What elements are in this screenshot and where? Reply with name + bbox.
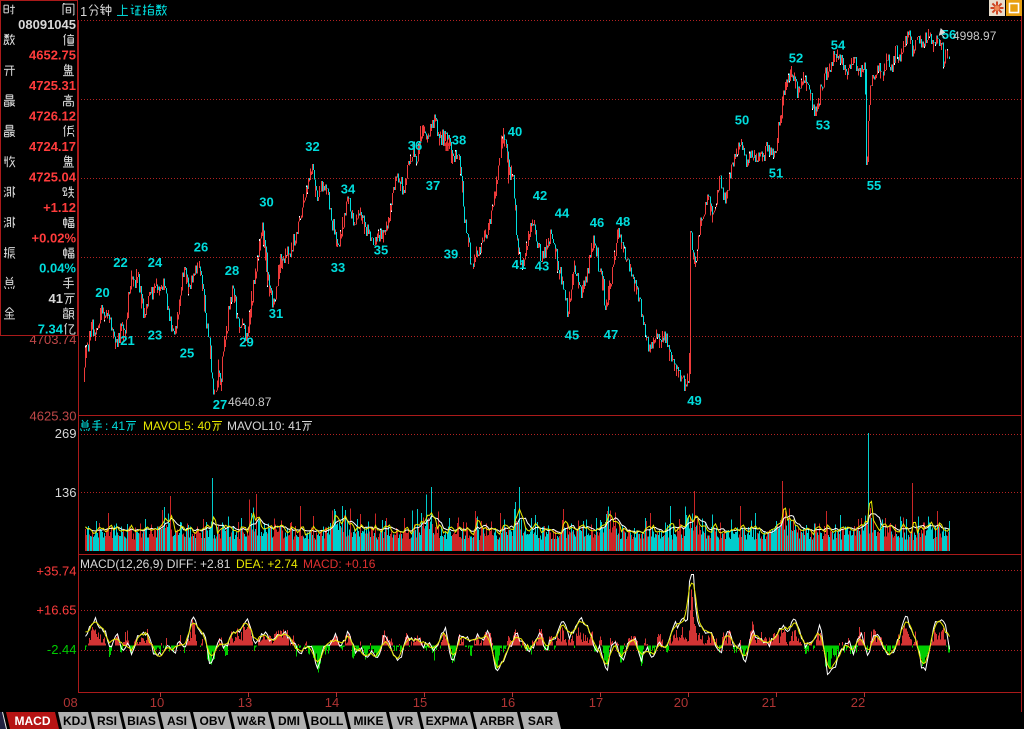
svg-text:OBV: OBV bbox=[199, 714, 225, 728]
svg-text:23: 23 bbox=[148, 328, 162, 343]
svg-text:28: 28 bbox=[225, 263, 239, 278]
svg-text:24: 24 bbox=[148, 255, 163, 270]
svg-text:4725.31: 4725.31 bbox=[29, 78, 76, 93]
svg-text:21: 21 bbox=[762, 695, 776, 710]
svg-text:26: 26 bbox=[194, 240, 208, 255]
svg-text:4725.04: 4725.04 bbox=[29, 169, 77, 184]
svg-text:21: 21 bbox=[120, 333, 134, 348]
svg-text:MACD: MACD bbox=[15, 714, 51, 728]
svg-text:MIKE: MIKE bbox=[354, 714, 384, 728]
svg-text:08091045: 08091045 bbox=[18, 17, 76, 32]
svg-text:48: 48 bbox=[616, 214, 630, 229]
svg-text:+16.65: +16.65 bbox=[36, 603, 76, 618]
svg-text:MAVOL5: 40: MAVOL5: 40 bbox=[143, 419, 211, 433]
svg-text:52: 52 bbox=[789, 51, 803, 66]
svg-text:MACD(12,26,9) DIFF: +2.81: MACD(12,26,9) DIFF: +2.81 bbox=[80, 557, 231, 571]
svg-text:136: 136 bbox=[55, 485, 77, 500]
svg-text:38: 38 bbox=[452, 133, 466, 148]
svg-text:BOLL: BOLL bbox=[311, 714, 344, 728]
svg-text:17: 17 bbox=[589, 695, 603, 710]
svg-text:29: 29 bbox=[239, 335, 253, 350]
svg-text:08: 08 bbox=[63, 695, 77, 710]
svg-text:SAR: SAR bbox=[528, 714, 554, 728]
svg-text:41: 41 bbox=[512, 257, 526, 272]
svg-text:49: 49 bbox=[687, 393, 701, 408]
svg-text:10: 10 bbox=[150, 695, 164, 710]
svg-text:EXPMA: EXPMA bbox=[426, 714, 469, 728]
svg-text:16: 16 bbox=[501, 695, 515, 710]
svg-text:40: 40 bbox=[508, 124, 522, 139]
svg-text:4652.75: 4652.75 bbox=[29, 48, 76, 63]
svg-text:7.34: 7.34 bbox=[38, 322, 64, 337]
svg-text:39: 39 bbox=[444, 247, 458, 262]
svg-text:47: 47 bbox=[604, 327, 618, 342]
svg-text:37: 37 bbox=[426, 178, 440, 193]
svg-text:33: 33 bbox=[331, 260, 345, 275]
svg-text:1: 1 bbox=[80, 4, 87, 19]
svg-text:KDJ: KDJ bbox=[63, 714, 87, 728]
svg-text:W&R: W&R bbox=[237, 714, 266, 728]
svg-text:35: 35 bbox=[374, 243, 388, 258]
svg-text:+35.74: +35.74 bbox=[36, 564, 76, 579]
svg-text:41: 41 bbox=[49, 291, 63, 306]
svg-text:36: 36 bbox=[408, 138, 422, 153]
svg-text:RSI: RSI bbox=[97, 714, 117, 728]
svg-text:50: 50 bbox=[735, 113, 749, 128]
svg-text:MACD: +0.16: MACD: +0.16 bbox=[303, 557, 376, 571]
svg-text:13: 13 bbox=[238, 695, 252, 710]
svg-text:55: 55 bbox=[867, 178, 881, 193]
svg-text:30: 30 bbox=[259, 195, 273, 210]
svg-text:269: 269 bbox=[55, 426, 77, 441]
svg-text:34: 34 bbox=[341, 182, 356, 197]
svg-text:53: 53 bbox=[816, 118, 830, 133]
svg-text:BIAS: BIAS bbox=[127, 714, 156, 728]
svg-text:51: 51 bbox=[769, 166, 783, 181]
svg-text:46: 46 bbox=[590, 215, 604, 230]
svg-text:+0.02%: +0.02% bbox=[32, 230, 77, 245]
svg-text:4625.30: 4625.30 bbox=[30, 409, 77, 424]
svg-text:15: 15 bbox=[413, 695, 427, 710]
svg-text:4640.87: 4640.87 bbox=[228, 395, 272, 409]
svg-text:+1.12: +1.12 bbox=[43, 200, 76, 215]
svg-text:43: 43 bbox=[535, 259, 549, 274]
svg-text:4724.17: 4724.17 bbox=[29, 139, 76, 154]
svg-text:20: 20 bbox=[95, 285, 109, 300]
svg-text:42: 42 bbox=[533, 188, 547, 203]
svg-text:22: 22 bbox=[113, 255, 127, 270]
svg-text:22: 22 bbox=[851, 695, 865, 710]
svg-text:MAVOL10: 41: MAVOL10: 41 bbox=[227, 419, 302, 433]
svg-text:0.04%: 0.04% bbox=[39, 261, 76, 276]
svg-text:20: 20 bbox=[674, 695, 688, 710]
svg-text:ASI: ASI bbox=[167, 714, 187, 728]
svg-text:32: 32 bbox=[305, 139, 319, 154]
svg-text:: 41: : 41 bbox=[105, 419, 125, 433]
svg-text:ARBR: ARBR bbox=[480, 714, 515, 728]
svg-text:4998.97: 4998.97 bbox=[953, 29, 997, 43]
svg-text:4726.12: 4726.12 bbox=[29, 109, 76, 124]
svg-text:VR: VR bbox=[397, 714, 414, 728]
svg-text:44: 44 bbox=[555, 206, 570, 221]
svg-text:14: 14 bbox=[325, 695, 339, 710]
svg-text:45: 45 bbox=[565, 328, 579, 343]
svg-text:DEA: +2.74: DEA: +2.74 bbox=[236, 557, 298, 571]
svg-text:DMI: DMI bbox=[278, 714, 300, 728]
svg-text:56: 56 bbox=[942, 27, 956, 42]
svg-text:54: 54 bbox=[831, 38, 846, 53]
svg-text:-2.44: -2.44 bbox=[47, 642, 77, 657]
svg-text:27: 27 bbox=[213, 397, 227, 412]
svg-text:25: 25 bbox=[180, 346, 194, 361]
svg-text:31: 31 bbox=[269, 306, 283, 321]
